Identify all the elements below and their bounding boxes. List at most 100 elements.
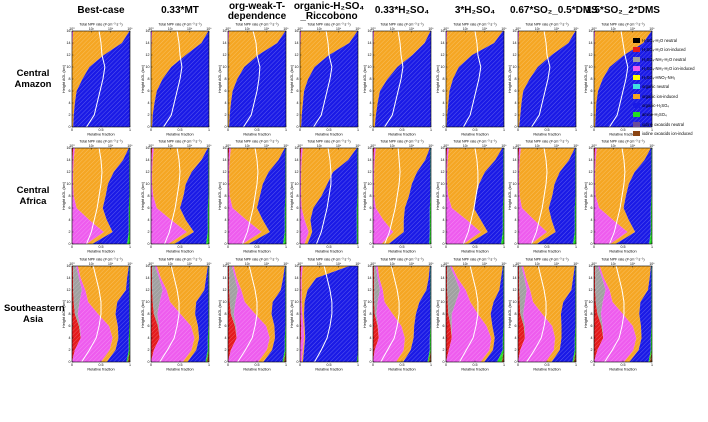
y-tick-label: 10 <box>223 65 227 69</box>
row-label: Central Africa <box>16 185 50 207</box>
top-tick-label: 10⁴ <box>554 27 560 31</box>
y-tick-label: 10 <box>295 182 299 186</box>
y-tick-label: 2 <box>225 348 227 352</box>
y-tick-label: 2 <box>370 230 372 234</box>
column-title: 0.33*MT <box>161 5 199 16</box>
y-tick-label: 8 <box>297 77 299 81</box>
total-npf-line <box>459 265 479 363</box>
top-tick-label: 10⁶ <box>573 27 579 31</box>
y-axis-label: Height AGL (km) <box>141 181 145 210</box>
y-tick-label: 12 <box>513 170 517 174</box>
y-tick-label: 14 <box>146 41 150 45</box>
top-tick-label: 10² <box>168 144 174 148</box>
y-tick-label: 14 <box>513 276 517 280</box>
area-amine-h2so4 <box>497 266 504 362</box>
y-tick-label: 10 <box>67 182 71 186</box>
area-amine-h2so4 <box>649 148 652 244</box>
y-tick-label: 16 <box>368 29 372 33</box>
y-tick-label: 12 <box>67 53 71 57</box>
y-tick-label: 6 <box>443 206 445 210</box>
top-axis-label: Total NPF rate (# cm⁻³ s⁻¹) <box>307 258 350 262</box>
legend-item: iodine oxoacids ion-induced <box>633 129 708 138</box>
top-tick-label: 10⁰ <box>370 144 376 148</box>
legend-label: H₂SO₄-HNO₃-NH₃ <box>642 75 676 81</box>
y-tick-label: 14 <box>441 276 445 280</box>
top-axis-label: Total NPF rate (# cm⁻³ s⁻¹) <box>453 23 496 27</box>
legend-swatch <box>633 75 640 81</box>
top-tick-label: 10⁶ <box>501 262 507 266</box>
x-tick-label: 1 <box>129 128 131 132</box>
area-amine-h2so4 <box>573 148 576 244</box>
y-tick-label: 14 <box>368 276 372 280</box>
top-tick-label: 10² <box>245 144 251 148</box>
area-organic-h2so4 <box>374 31 431 127</box>
y-tick-label: 14 <box>589 276 593 280</box>
y-tick-label: 2 <box>370 348 372 352</box>
y-tick-label: 14 <box>146 158 150 162</box>
y-tick-label: 8 <box>370 194 372 198</box>
y-tick-label: 0 <box>225 242 227 246</box>
y-tick-label: 4 <box>148 101 150 105</box>
y-tick-label: 10 <box>67 300 71 304</box>
area-h2so4-nh3-h2o-ion-induced <box>228 148 262 244</box>
legend-swatch <box>633 112 640 118</box>
y-tick-label: 6 <box>148 324 150 328</box>
y-tick-label: 14 <box>67 276 71 280</box>
y-tick-label: 4 <box>297 218 299 222</box>
area-h2so4-nh3-h2o-ion-induced <box>446 266 492 362</box>
x-tick-label: 0 <box>593 245 595 249</box>
total-npf-line <box>462 30 482 128</box>
y-axis-label: Height AGL (km) <box>290 299 294 328</box>
top-tick-label: 10⁶ <box>573 262 579 266</box>
legend-item: H₂SO₄-H₂O neutral <box>633 36 708 45</box>
y-tick-label: 8 <box>297 312 299 316</box>
y-tick-label: 10 <box>441 182 445 186</box>
x-tick-label: 0.5 <box>545 245 550 249</box>
y-tick-label: 10 <box>589 300 593 304</box>
y-tick-label: 6 <box>443 89 445 93</box>
area-organic-ion-induced <box>229 148 285 244</box>
y-tick-label: 2 <box>591 230 593 234</box>
x-tick-label: 0 <box>593 128 595 132</box>
area-h2so4-nh3-h2o-neutral <box>228 266 238 362</box>
y-tick-label: 4 <box>225 336 227 340</box>
y-tick-label: 8 <box>69 194 71 198</box>
area-organic-h2so4 <box>551 266 576 362</box>
y-tick-label: 2 <box>297 113 299 117</box>
area-organic-ion-induced <box>599 266 651 362</box>
x-tick-label: 0.5 <box>99 128 104 132</box>
y-tick-label: 12 <box>589 170 593 174</box>
area-h2so4-nh3-h2o-ion-induced <box>594 148 628 244</box>
y-tick-label: 8 <box>69 77 71 81</box>
y-tick-label: 10 <box>589 65 593 69</box>
area-amine-h2so4 <box>283 148 286 244</box>
legend-swatch <box>633 38 640 43</box>
top-tick-label: 10² <box>89 144 95 148</box>
x-tick-label: 1 <box>357 128 359 132</box>
y-tick-label: 8 <box>515 77 517 81</box>
y-tick-label: 4 <box>591 218 593 222</box>
y-tick-label: 10 <box>146 182 150 186</box>
x-axis-label: Relative fraction <box>461 368 488 372</box>
x-tick-label: 0.5 <box>327 363 332 367</box>
x-tick-label: 0.5 <box>473 245 478 249</box>
legend-item: H₂SO₄-NH₃-H₂O ion-induced <box>633 64 708 73</box>
x-tick-label: 0 <box>227 128 229 132</box>
y-tick-label: 12 <box>146 170 150 174</box>
area-organic-h2so4 <box>92 148 130 244</box>
top-tick-label: 10⁴ <box>264 144 270 148</box>
legend-label: organic neutral <box>642 84 670 90</box>
x-axis-label: Relative fraction <box>87 133 114 137</box>
x-tick-label: 1 <box>430 363 432 367</box>
y-tick-label: 14 <box>295 158 299 162</box>
top-tick-label: 10⁶ <box>283 27 289 31</box>
y-axis-label: Height AGL (km) <box>363 64 367 93</box>
x-tick-label: 0 <box>150 128 152 132</box>
top-tick-label: 10⁰ <box>370 262 376 266</box>
top-tick-label: 10⁴ <box>482 27 488 31</box>
